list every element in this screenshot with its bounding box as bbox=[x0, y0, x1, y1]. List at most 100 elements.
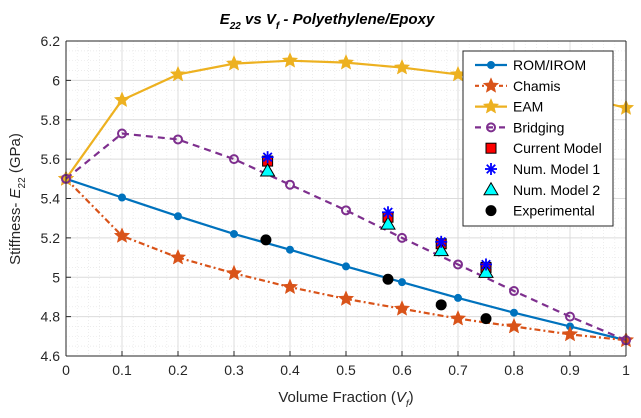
data-point-eam bbox=[393, 58, 411, 75]
legend-item-eam: EAM bbox=[475, 97, 543, 115]
data-point-rom-irom bbox=[454, 293, 462, 302]
x-axis-title: Volume Fraction (Vf) bbox=[278, 389, 413, 410]
data-point-chamis bbox=[281, 278, 299, 295]
legend-marker-eam bbox=[482, 97, 500, 114]
data-point-num-model-2 bbox=[259, 162, 276, 177]
x-tick-label: 0.9 bbox=[560, 362, 580, 378]
data-point-rom-irom bbox=[230, 229, 238, 238]
legend: ROM/IROM Chamis EAM Bridging Current Model Nu… bbox=[462, 50, 614, 227]
legend-marker-current-model bbox=[485, 142, 497, 154]
data-point-bridging bbox=[453, 259, 463, 270]
data-point-rom-irom bbox=[342, 262, 350, 271]
x-tick-label: 0.6 bbox=[392, 362, 412, 378]
asterisk-stroke bbox=[486, 164, 496, 174]
data-point-bridging bbox=[285, 179, 295, 190]
legend-label-eam: EAM bbox=[513, 99, 543, 115]
data-point-chamis bbox=[113, 227, 131, 243]
legend-box bbox=[462, 50, 614, 227]
legend-item-num-model-1: Num. Model 1 bbox=[485, 161, 600, 177]
legend-item-num-model-2: Num. Model 2 bbox=[483, 181, 600, 198]
data-point-eam bbox=[225, 54, 243, 71]
data-point-bridging bbox=[509, 286, 519, 297]
legend-marker-rom-irom bbox=[487, 61, 495, 69]
x-tick-label: 0.4 bbox=[280, 362, 300, 378]
legend-marker-experimental bbox=[485, 205, 497, 217]
data-point-num-model-2 bbox=[478, 264, 494, 278]
data-point-rom-irom bbox=[174, 212, 182, 221]
asterisk-stroke bbox=[262, 152, 273, 163]
data-point-chamis bbox=[505, 317, 523, 334]
data-point-experimental bbox=[480, 313, 492, 325]
data-point-bridging bbox=[117, 128, 127, 139]
legend-item-chamis: Chamis bbox=[475, 77, 560, 94]
chart-title: E22 vs Vf - Polyethylene/Epoxy bbox=[220, 11, 435, 32]
data-point-num-model-1 bbox=[480, 258, 492, 271]
data-point-eam bbox=[337, 54, 355, 70]
data-point-bridging bbox=[341, 205, 351, 216]
data-point-experimental bbox=[382, 273, 394, 285]
data-point-experimental bbox=[435, 299, 447, 311]
legend-label-num-model-1: Num. Model 1 bbox=[513, 161, 600, 177]
legend-label-num-model-2: Num. Model 2 bbox=[513, 182, 600, 198]
data-point-eam bbox=[281, 52, 299, 68]
legend-marker-chamis bbox=[482, 77, 500, 93]
legend-label-bridging: Bridging bbox=[513, 119, 564, 135]
legend-label-rom-irom: ROM/IROM bbox=[513, 57, 586, 73]
data-point-num-model-1 bbox=[382, 206, 394, 219]
data-point-eam bbox=[169, 65, 187, 82]
data-point-experimental bbox=[260, 234, 272, 246]
data-point-num-model-1 bbox=[261, 151, 274, 164]
data-point-rom-irom bbox=[118, 193, 126, 202]
y-tick-label: 6 bbox=[52, 72, 60, 88]
asterisk-stroke bbox=[481, 259, 491, 270]
series-bridging bbox=[61, 128, 631, 346]
legend-label-chamis: Chamis bbox=[513, 78, 560, 94]
data-point-chamis bbox=[449, 309, 467, 326]
legend-marker-num-model-2 bbox=[483, 181, 499, 196]
y-tick-label: 5.6 bbox=[41, 151, 61, 167]
data-point-bridging bbox=[565, 311, 575, 322]
asterisk-stroke bbox=[436, 236, 447, 247]
data-point-chamis bbox=[393, 300, 411, 316]
y-tick-label: 5 bbox=[52, 269, 60, 285]
scatter-num-model-1 bbox=[261, 151, 492, 271]
scatter-num-model-2 bbox=[259, 162, 494, 278]
y-tick-label: 5.8 bbox=[41, 112, 61, 128]
data-point-num-model-2 bbox=[380, 216, 396, 230]
legend-marker-num-model-1 bbox=[485, 163, 497, 175]
x-tick-label: 0 bbox=[62, 362, 70, 378]
data-point-eam bbox=[113, 91, 131, 108]
data-point-bridging bbox=[173, 134, 183, 145]
x-tick-label: 0.7 bbox=[448, 362, 468, 378]
data-point-rom-irom bbox=[286, 245, 294, 254]
legend-item-rom-irom: ROM/IROM bbox=[475, 57, 586, 73]
data-point-rom-irom bbox=[510, 308, 518, 317]
data-point-chamis bbox=[225, 264, 243, 281]
x-tick-label: 0.1 bbox=[112, 362, 132, 378]
legend-marker-bridging bbox=[486, 122, 496, 133]
x-tick-label: 1 bbox=[622, 362, 630, 378]
y-tick-labels: 4.6 4.8 5 5.2 5.4 5.6 5.8 6 6.2 bbox=[41, 33, 61, 364]
data-point-chamis bbox=[169, 248, 187, 265]
legend-label-experimental: Experimental bbox=[513, 203, 595, 219]
scatter-layer bbox=[259, 151, 494, 325]
legend-item-bridging: Bridging bbox=[475, 119, 564, 135]
x-tick-label: 0.5 bbox=[336, 362, 356, 378]
asterisk-stroke bbox=[383, 207, 393, 218]
series-line-bridging bbox=[65, 132, 627, 342]
y-tick-label: 6.2 bbox=[41, 33, 61, 49]
data-point-chamis bbox=[561, 325, 579, 342]
legend-item-experimental: Experimental bbox=[485, 203, 595, 219]
y-tick-label: 4.8 bbox=[41, 309, 61, 325]
x-tick-label: 0.8 bbox=[504, 362, 524, 378]
y-tick-label: 5.4 bbox=[41, 191, 61, 207]
data-point-num-model-2 bbox=[433, 242, 450, 257]
x-tick-label: 0.2 bbox=[168, 362, 188, 378]
x-tick-label: 0.3 bbox=[224, 362, 244, 378]
x-tick-labels: 0 0.1 0.2 0.3 0.4 0.5 0.6 0.7 0.8 0.9 1 bbox=[62, 362, 630, 378]
data-point-bridging bbox=[397, 232, 407, 243]
y-tick-label: 4.6 bbox=[41, 348, 61, 364]
data-point-rom-irom bbox=[398, 278, 406, 287]
data-point-bridging bbox=[229, 154, 239, 165]
